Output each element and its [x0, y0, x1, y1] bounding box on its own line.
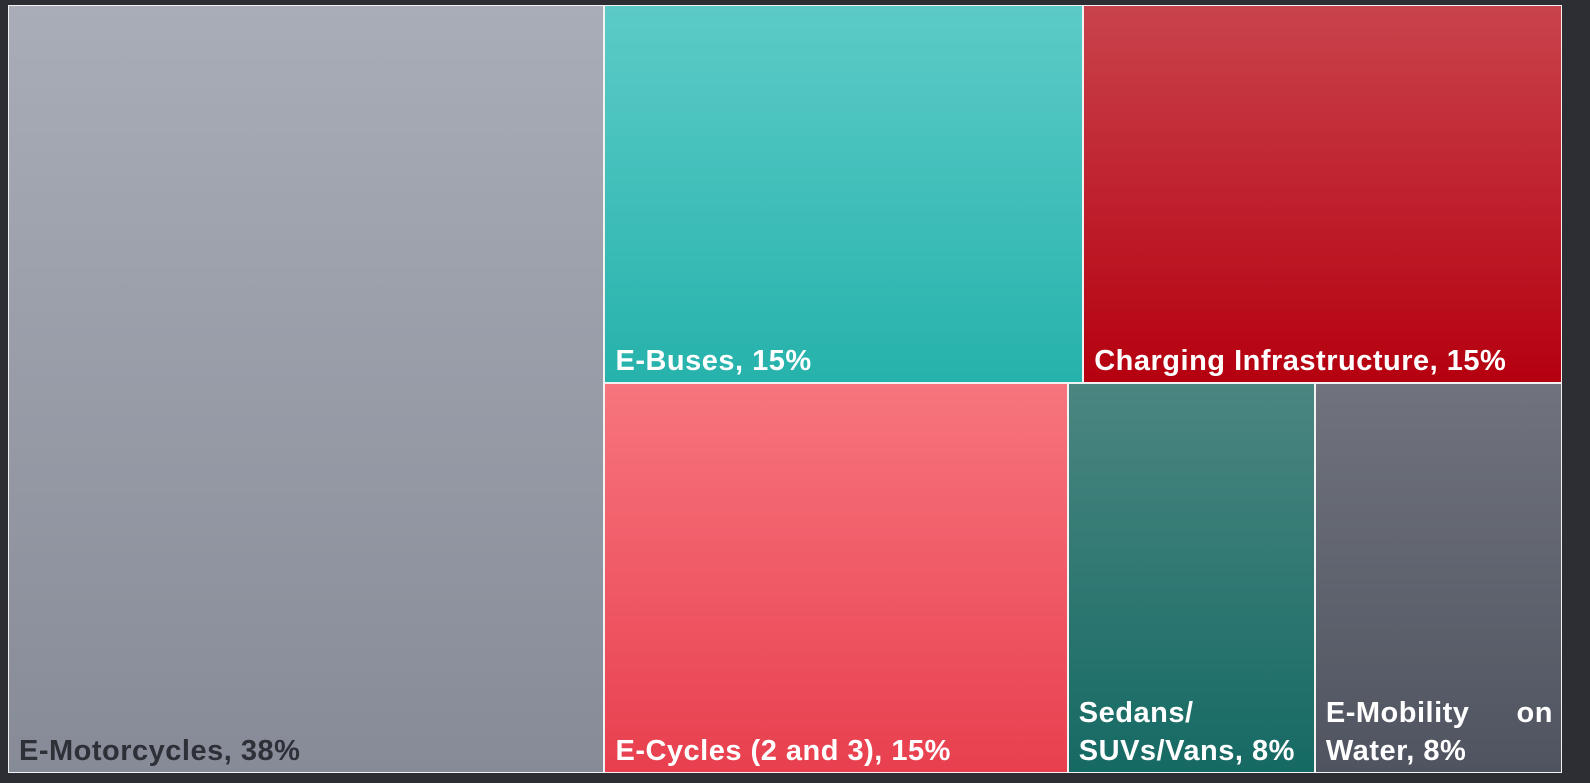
- tile-label: Sedans/ SUVs/Vans, 8%: [1078, 696, 1295, 767]
- tile: E-Cycles (2 and 3), 15%: [604, 382, 1068, 773]
- tile-label: E-Buses, 15%: [615, 344, 812, 377]
- tile: Sedans/ SUVs/Vans, 8%: [1067, 382, 1315, 773]
- tile: E-Motorcycles, 38%: [8, 5, 605, 773]
- tile-label: E-Motorcycles, 38%: [19, 735, 301, 767]
- tile: Charging Infrastructure, 15%: [1083, 5, 1562, 383]
- tile: E-Buses, 15%: [604, 5, 1084, 383]
- tile-label: E-Cycles (2 and 3), 15%: [615, 734, 951, 767]
- tile-label: E-Mobility on Water, 8%: [1325, 696, 1553, 767]
- tile: E-Mobility on Water, 8%: [1314, 382, 1562, 773]
- treemap: E-Motorcycles, 38% E-Buses, 15% Charging I…: [8, 5, 1562, 773]
- tile-label: Charging Infrastructure, 15%: [1094, 344, 1507, 377]
